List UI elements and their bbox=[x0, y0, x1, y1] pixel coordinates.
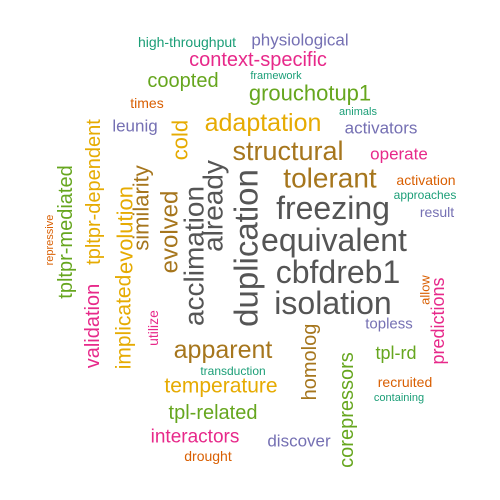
word-structural: structural bbox=[232, 136, 343, 166]
word-equivalent: equivalent bbox=[261, 222, 407, 258]
word-cbfdreb1: cbfdreb1 bbox=[276, 254, 401, 290]
word-grouchotup1: grouchotup1 bbox=[249, 81, 371, 106]
word-transduction: transduction bbox=[200, 364, 265, 378]
word-operate: operate bbox=[370, 145, 428, 164]
word-implicated: implicated bbox=[113, 275, 136, 370]
words-layer: high-throughput physiologicalcontext-spec… bbox=[44, 31, 456, 468]
word-tpl-rd: tpl-rd bbox=[375, 343, 416, 363]
word-activators: activators bbox=[345, 119, 418, 138]
word-framework: framework bbox=[250, 70, 302, 82]
word-freezing: freezing bbox=[276, 190, 390, 226]
word-duplication: duplication bbox=[228, 169, 265, 327]
word-tpl-related: tpl-related bbox=[169, 402, 258, 424]
word-interactors: interactors bbox=[151, 427, 240, 448]
word-result: result bbox=[420, 204, 454, 220]
word-tpltpr-dependent: tpltpr-dependent bbox=[83, 119, 105, 265]
word-similarity: similarity bbox=[129, 165, 154, 251]
word-homolog: homolog bbox=[299, 324, 321, 401]
word-approaches: approaches bbox=[394, 188, 457, 202]
word-repressive: repressive bbox=[44, 215, 56, 266]
word-recruited: recruited bbox=[378, 374, 432, 390]
word-animals: animals bbox=[339, 106, 377, 118]
word-allow: allow bbox=[418, 275, 433, 305]
word-physiological: physiological bbox=[251, 31, 348, 50]
word-context-specific: context-specific bbox=[189, 49, 327, 71]
word-tpltpr-mediated: tpltpr-mediated bbox=[55, 165, 77, 298]
word-activation: activation bbox=[396, 172, 455, 188]
word-coopted: coopted bbox=[147, 70, 218, 92]
word-discover: discover bbox=[267, 432, 331, 451]
word-times: times bbox=[130, 95, 163, 111]
word-corepressors: corepressors bbox=[336, 352, 358, 468]
word-validation: validation bbox=[82, 284, 104, 369]
word-utilize: utilize bbox=[145, 310, 161, 346]
word-evolution: evolution bbox=[113, 186, 138, 274]
word-topless: topless bbox=[365, 316, 413, 333]
word-predictions: predictions bbox=[428, 277, 448, 364]
word-leunig: leunig bbox=[112, 117, 157, 136]
word-apparent: apparent bbox=[174, 336, 273, 364]
word-tolerant: tolerant bbox=[283, 163, 377, 194]
word-acclimation: acclimation bbox=[179, 186, 210, 326]
word-adaptation: adaptation bbox=[205, 109, 322, 137]
word-containing: containing bbox=[374, 392, 424, 404]
word-evolved: evolved bbox=[157, 191, 184, 274]
word-drought: drought bbox=[184, 448, 232, 464]
word-isolation: isolation bbox=[274, 285, 391, 321]
word-cold: cold bbox=[168, 120, 193, 160]
word-high-throughput: high-throughput bbox=[138, 34, 236, 50]
word-already: already bbox=[198, 160, 229, 252]
word-temperature: temperature bbox=[164, 375, 277, 398]
